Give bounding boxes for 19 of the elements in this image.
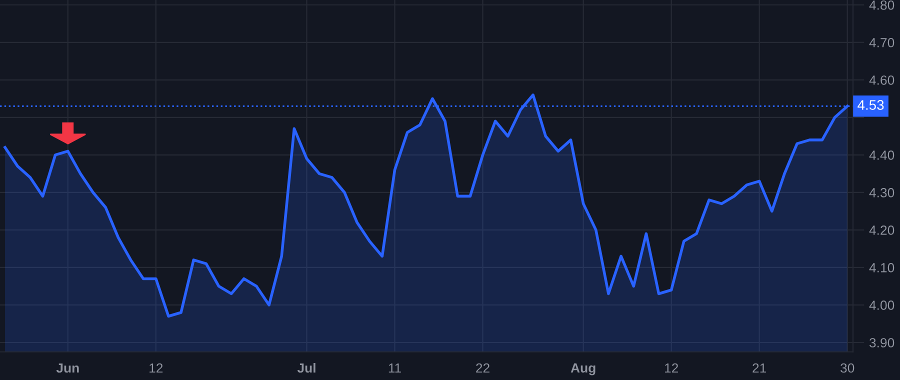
y-tick-label: 4.00	[869, 300, 894, 310]
y-tick-label: 4.30	[869, 188, 894, 198]
x-tick-label: 11	[388, 363, 401, 373]
x-tick-label: 21	[752, 363, 766, 373]
y-tick-label: 4.80	[869, 0, 894, 10]
y-tick-label: 3.90	[869, 338, 894, 348]
ref-line-label: 4.53	[858, 100, 884, 110]
x-tick-label: 22	[476, 363, 490, 373]
y-tick-label: 4.60	[869, 75, 894, 85]
x-tick-label: Jul	[297, 362, 316, 373]
y-tick-label: 4.20	[869, 226, 894, 235]
y-tick-label: 4.70	[869, 38, 894, 48]
y-tick-label: 4.40	[869, 150, 894, 160]
x-tick-label: Aug	[570, 363, 596, 376]
x-tick-label: Jun	[56, 363, 79, 373]
x-tick-label: 12	[150, 363, 163, 373]
x-tick-label: 12	[665, 363, 678, 373]
x-tick-label: 30	[840, 363, 854, 373]
y-tick-label: 4.10	[869, 263, 894, 272]
